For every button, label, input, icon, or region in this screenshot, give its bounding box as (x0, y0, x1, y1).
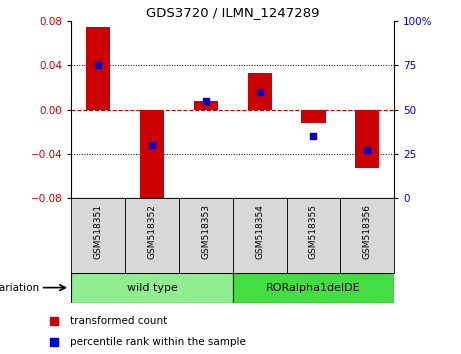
Bar (248, 73, 272, 110)
Point (310, 133, 317, 139)
Point (364, 148, 371, 153)
FancyBboxPatch shape (125, 198, 179, 273)
Text: wild type: wild type (127, 282, 177, 293)
Bar (86, 27, 111, 110)
FancyBboxPatch shape (340, 198, 394, 273)
Title: GDS3720 / ILMN_1247289: GDS3720 / ILMN_1247289 (146, 6, 319, 19)
FancyBboxPatch shape (71, 273, 233, 303)
Text: GSM518356: GSM518356 (363, 204, 372, 259)
Bar (301, 110, 325, 123)
Text: GSM518352: GSM518352 (148, 204, 157, 259)
Point (202, 98, 210, 104)
Point (95, 63, 102, 68)
Bar (194, 101, 218, 110)
FancyBboxPatch shape (71, 198, 125, 273)
Text: transformed count: transformed count (70, 316, 167, 326)
Bar (140, 110, 164, 204)
Text: RORalpha1delDE: RORalpha1delDE (266, 282, 361, 293)
Point (256, 89, 263, 95)
Text: genotype/variation: genotype/variation (0, 282, 39, 293)
Text: GSM518353: GSM518353 (201, 204, 210, 259)
Point (148, 142, 156, 148)
Text: GSM518355: GSM518355 (309, 204, 318, 259)
FancyBboxPatch shape (179, 198, 233, 273)
Text: GSM518354: GSM518354 (255, 204, 264, 259)
FancyBboxPatch shape (233, 273, 394, 303)
Text: GSM518351: GSM518351 (94, 204, 103, 259)
Bar (355, 110, 379, 169)
FancyBboxPatch shape (287, 198, 340, 273)
Text: percentile rank within the sample: percentile rank within the sample (70, 337, 246, 347)
FancyBboxPatch shape (233, 198, 287, 273)
